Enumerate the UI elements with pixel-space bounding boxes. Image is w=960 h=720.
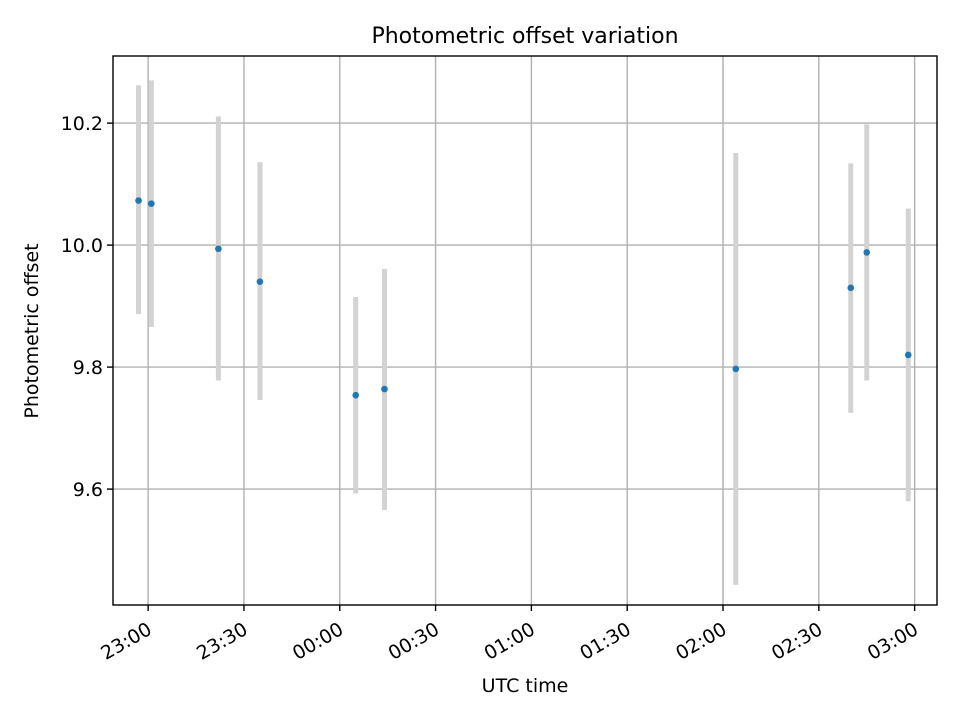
data-point	[904, 351, 912, 359]
data-point	[732, 365, 740, 373]
y-tick-label: 10.0	[61, 235, 103, 257]
x-tick-label: 23:30	[193, 618, 251, 664]
data-point	[352, 391, 360, 399]
data-point	[863, 249, 871, 256]
data-point	[215, 245, 222, 253]
x-tick-label: 03:00	[864, 618, 922, 664]
y-tick-label: 9.6	[73, 479, 103, 501]
x-tick-label: 02:00	[672, 618, 730, 664]
x-tick-label: 00:30	[385, 618, 443, 664]
y-axis-label: Photometric offset	[21, 243, 43, 418]
data-points	[135, 197, 912, 399]
data-point	[135, 197, 142, 204]
data-point	[381, 385, 388, 393]
chart-title: Photometric offset variation	[371, 24, 678, 49]
error-bars	[136, 80, 911, 585]
x-tick-label: 01:30	[576, 618, 634, 664]
x-tick-label: 23:00	[97, 618, 155, 664]
y-axis: 9.6 9.8 10.0 10.2	[61, 113, 113, 501]
y-tick-label: 9.8	[73, 357, 103, 379]
x-axis: 23:00 23:30 00:00 00:30 01:00 01:30 02:00 02:30…	[97, 605, 922, 665]
data-point	[256, 278, 264, 286]
x-tick-label: 02:30	[768, 618, 826, 664]
plot-frame	[112, 55, 938, 606]
grid	[113, 56, 937, 605]
x-tick-label: 01:00	[480, 618, 538, 664]
x-tick-label: 00:00	[289, 618, 347, 664]
data-point	[148, 200, 155, 207]
y-tick-label: 10.2	[61, 113, 103, 135]
x-axis-label: UTC time	[482, 675, 569, 697]
data-point	[847, 284, 855, 292]
